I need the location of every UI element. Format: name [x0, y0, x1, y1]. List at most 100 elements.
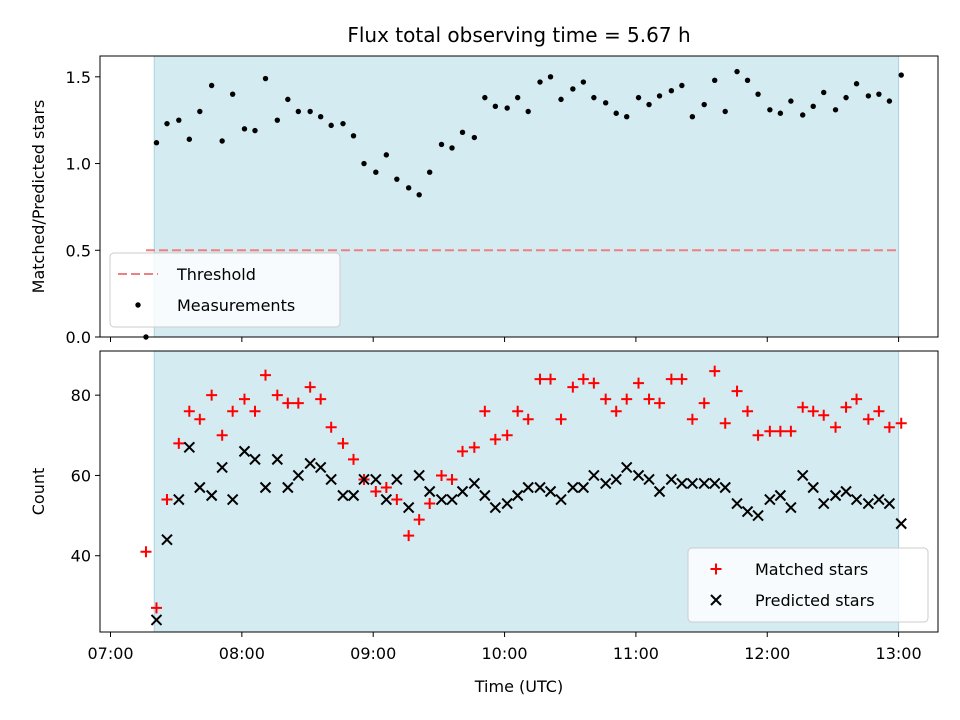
- data-point: [873, 405, 885, 417]
- data-point: [764, 425, 776, 437]
- data-point: [600, 393, 612, 405]
- data-point: [348, 453, 360, 465]
- data-point: [810, 103, 816, 110]
- data-point: [829, 489, 842, 502]
- data-point: [161, 533, 173, 546]
- data-point: [194, 481, 206, 494]
- y-tick-label: 0.5: [66, 241, 91, 260]
- data-point: [370, 486, 382, 497]
- data-point: [797, 401, 809, 413]
- data-point: [405, 185, 412, 191]
- axes-frame: [99, 55, 939, 338]
- data-point: [173, 437, 185, 449]
- data-point: [886, 98, 893, 104]
- legend: Matched stars Predicted stars: [687, 547, 929, 623]
- data-point: [468, 477, 481, 490]
- y-tick-label: 40: [71, 547, 91, 566]
- data-point: [259, 481, 272, 494]
- y-tick-label: 1.5: [66, 68, 91, 87]
- x-tick-label: 09:00: [350, 644, 396, 663]
- data-point: [654, 397, 666, 409]
- data-point: [456, 485, 469, 498]
- data-point: [818, 409, 830, 421]
- data-point: [865, 93, 872, 99]
- data-point: [665, 473, 678, 486]
- data-point: [402, 501, 415, 514]
- data-point: [686, 477, 699, 490]
- data-point: [698, 477, 710, 490]
- data-point: [413, 469, 425, 482]
- data-point: [873, 493, 885, 506]
- data-point: [435, 493, 448, 506]
- data-point: [624, 114, 630, 120]
- data-point: [325, 421, 337, 433]
- data-point: [328, 122, 334, 129]
- data-point: [610, 473, 622, 486]
- data-point: [862, 413, 874, 425]
- y-axis-title: Matched/Predicted stars: [29, 100, 48, 294]
- data-point: [788, 98, 794, 104]
- legend-plus-swatch: [710, 563, 722, 575]
- data-point: [337, 437, 349, 449]
- data-point: [317, 114, 324, 120]
- data-point: [482, 94, 488, 101]
- data-point: [898, 72, 904, 78]
- data-point: [840, 485, 852, 498]
- data-point: [850, 493, 863, 506]
- data-point: [522, 413, 534, 425]
- data-point: [656, 93, 663, 99]
- data-point: [741, 505, 754, 518]
- data-point: [249, 405, 261, 417]
- data-point: [373, 169, 379, 175]
- data-point: [205, 489, 218, 502]
- y-axis-title: Count: [29, 468, 48, 516]
- y-tick-label: 80: [71, 386, 91, 405]
- data-point: [164, 120, 170, 127]
- data-point: [555, 493, 567, 506]
- data-point: [633, 377, 645, 389]
- data-point: [621, 393, 633, 405]
- data-point: [558, 96, 564, 103]
- data-point: [774, 489, 787, 502]
- data-point: [701, 101, 707, 108]
- data-point: [577, 481, 590, 494]
- data-point: [446, 473, 458, 485]
- data-point: [423, 485, 436, 498]
- data-point: [380, 493, 393, 506]
- data-point: [325, 473, 337, 486]
- data-point: [734, 68, 740, 75]
- data-point: [150, 614, 163, 626]
- data-point: [544, 485, 557, 498]
- legend-label: Measurements: [177, 296, 295, 315]
- data-point: [580, 79, 587, 85]
- data-point: [632, 469, 645, 482]
- data-point: [830, 421, 842, 433]
- y-tick-label: 60: [71, 466, 91, 485]
- data-point: [194, 413, 206, 425]
- data-point: [403, 530, 415, 542]
- data-point: [620, 461, 633, 474]
- data-point: [862, 497, 875, 510]
- data-point: [337, 489, 349, 502]
- x-tick-label: 07:00: [87, 644, 133, 663]
- data-point: [183, 441, 196, 454]
- data-point: [350, 133, 357, 139]
- data-point: [446, 493, 458, 506]
- data-point: [292, 397, 304, 409]
- data-point: [229, 91, 236, 97]
- data-point: [259, 369, 271, 381]
- data-point: [216, 429, 228, 441]
- data-point: [183, 405, 195, 417]
- data-point: [271, 453, 284, 466]
- data-point: [304, 457, 316, 470]
- data-point: [438, 141, 445, 148]
- data-point: [262, 75, 269, 82]
- data-point: [785, 501, 797, 514]
- data-point: [468, 441, 480, 453]
- data-point: [665, 373, 677, 385]
- data-point: [853, 81, 860, 87]
- series-measurements: [143, 68, 904, 340]
- data-point: [176, 117, 182, 123]
- data-point: [698, 397, 710, 409]
- data-point: [767, 107, 773, 113]
